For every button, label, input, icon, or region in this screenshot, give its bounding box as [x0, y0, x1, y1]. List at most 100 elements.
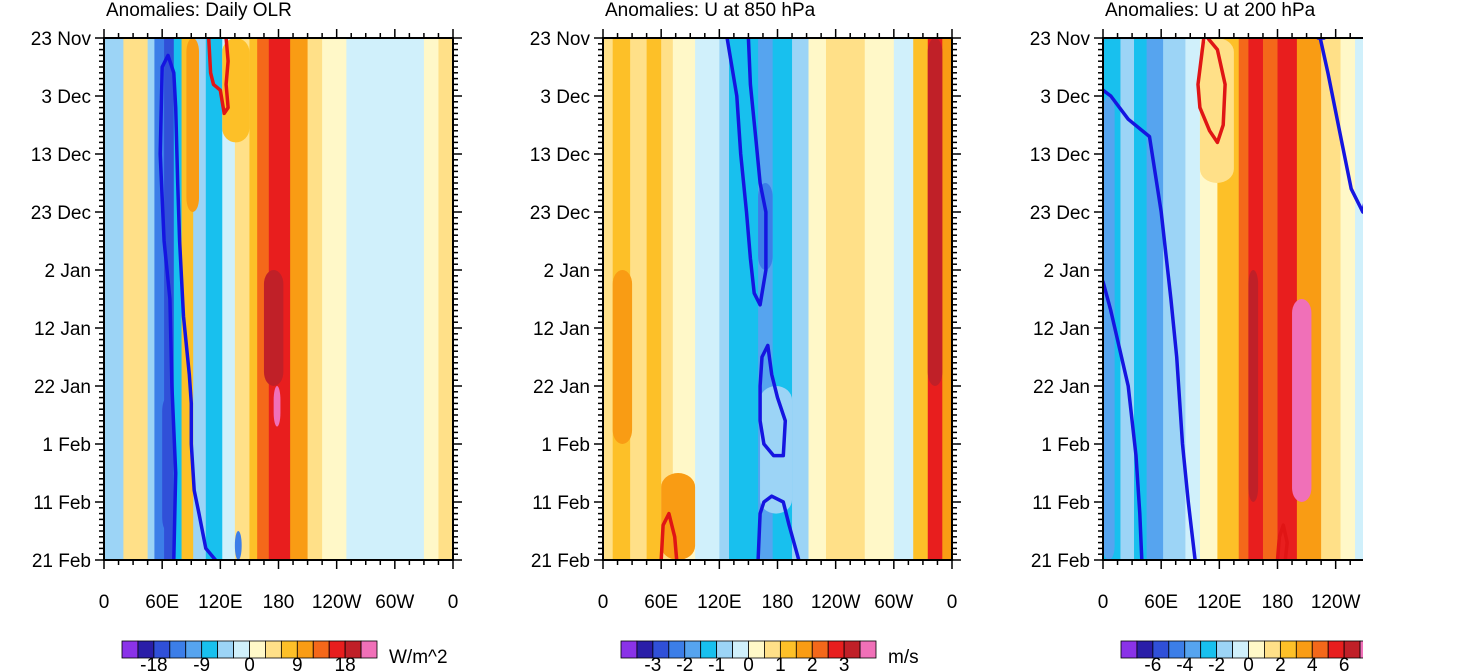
x-tick-label: 0 — [1098, 592, 1109, 613]
x-tick-label: 0 — [99, 592, 110, 613]
x-tick-label: 0 — [947, 592, 958, 613]
x-tick-label: 60E — [1144, 592, 1178, 613]
anomaly-band — [290, 38, 309, 560]
anomaly-cell — [186, 38, 200, 212]
anomaly-band — [104, 38, 124, 560]
anomaly-band — [1238, 38, 1249, 560]
colorbar-swatch — [1120, 640, 1138, 659]
anomaly-cell — [1248, 270, 1259, 502]
y-tick-label: 2 Jan — [1044, 261, 1090, 282]
positive-contour — [1275, 523, 1289, 560]
anomaly-band — [1340, 38, 1356, 560]
y-tick-label: 12 Jan — [1033, 319, 1090, 340]
anomaly-band — [375, 38, 425, 560]
colorbar-label: -4 — [1176, 655, 1193, 672]
y-tick-label: 3 Dec — [1040, 87, 1090, 108]
colorbar-label: 2 — [807, 655, 818, 672]
y-tick-label: 23 Nov — [530, 29, 591, 50]
anomaly-band — [603, 38, 614, 560]
y-tick-label: 11 Feb — [1032, 493, 1090, 514]
colorbar-label: 0 — [743, 655, 754, 672]
colorbar-swatch — [121, 640, 139, 659]
olr-hovmoller-chart: 23 Nov 3 Dec 13 Dec 23 Dec 2 Jan 12 Jan 22 Jan… — [31, 29, 462, 672]
anomaly-band — [1262, 38, 1278, 560]
x-tick-label: 60W — [874, 592, 913, 613]
anomaly-cell — [927, 38, 943, 386]
anomaly-band — [719, 38, 730, 560]
colorbar-label: -6 — [1144, 655, 1161, 672]
anomaly-band — [825, 38, 866, 560]
x-tick-label: 180 — [1262, 592, 1294, 613]
colorbar-swatch — [312, 640, 330, 659]
colorbar — [121, 640, 378, 659]
anomaly-cell — [612, 270, 633, 444]
y-tick-label: 1 Feb — [1041, 435, 1090, 456]
x-tick-label: 120W — [312, 592, 362, 613]
anomaly-band — [346, 38, 376, 560]
anomaly-band — [173, 38, 183, 560]
x-tick-label: 180 — [263, 592, 295, 613]
anomaly-band — [322, 38, 347, 560]
u200-hovmoller-chart: 23 Nov 3 Dec 13 Dec 23 Dec 2 Jan 12 Jan 22 Jan… — [1030, 29, 1363, 672]
colorbar-label: 4 — [1307, 655, 1318, 672]
x-tick-label: 60E — [145, 592, 179, 613]
x-tick-label: 60W — [375, 592, 414, 613]
y-tick-label: 12 Jan — [34, 319, 91, 340]
anomaly-band — [630, 38, 648, 560]
anomaly-band — [438, 38, 454, 560]
y-tick-label: 13 Dec — [31, 145, 91, 166]
colorbar-label: 18 — [335, 655, 356, 672]
u850-title: Anomalies: U at 850 hPa — [605, 0, 816, 21]
x-tick-label: 120E — [697, 592, 741, 613]
y-tick-label: 11 Feb — [33, 493, 91, 514]
colorbar-swatch — [265, 640, 282, 659]
shaded-field — [603, 38, 953, 560]
anomaly-band — [661, 38, 674, 560]
anomaly-band — [249, 38, 258, 560]
y-tick-label: 2 Jan — [45, 261, 91, 282]
tick-marks — [1094, 29, 1351, 569]
x-tick-label: 120W — [811, 592, 861, 613]
y-tick-label: 1 Feb — [42, 435, 91, 456]
anomaly-band — [646, 38, 662, 560]
colorbar-swatch — [1359, 640, 1363, 659]
x-tick-label: 120E — [1197, 592, 1241, 613]
x-tick-label: 60E — [644, 592, 678, 613]
colorbar-label: -9 — [193, 655, 210, 672]
colorbar-label: 6 — [1339, 655, 1350, 672]
anomaly-band — [154, 38, 165, 560]
anomaly-band — [222, 38, 236, 560]
y-tick-label: 21 Feb — [531, 551, 590, 572]
x-tick-label: 180 — [762, 592, 794, 613]
y-tick-label: 23 Dec — [530, 203, 590, 224]
anomaly-band — [307, 38, 323, 560]
anomaly-band — [792, 38, 810, 560]
y-tick-label: 13 Dec — [530, 145, 590, 166]
contour-group — [659, 38, 801, 560]
y-tick-label: 23 Dec — [31, 203, 91, 224]
anomaly-band — [1321, 38, 1342, 560]
anomaly-band — [913, 38, 929, 560]
anomaly-band — [123, 38, 149, 560]
y-tick-label: 21 Feb — [32, 551, 91, 572]
anomaly-band — [1163, 38, 1186, 560]
x-tick-label: 0 — [448, 592, 459, 613]
anomaly-band — [893, 38, 914, 560]
anomaly-cell — [1292, 299, 1312, 502]
y-tick-label: 13 Dec — [1030, 145, 1090, 166]
y-tick-label: 21 Feb — [1031, 551, 1090, 572]
anomaly-band — [423, 38, 439, 560]
anomaly-band — [1120, 38, 1135, 560]
colorbar-label: 2 — [1275, 655, 1286, 672]
anomaly-cell — [1199, 38, 1234, 183]
colorbar-swatch — [169, 640, 187, 659]
colorbar-label: 3 — [839, 655, 850, 672]
colorbar-label: 0 — [1243, 655, 1254, 672]
x-tick-label: 120W — [1311, 592, 1361, 613]
shaded-field — [104, 38, 454, 560]
anomaly-band — [1146, 38, 1164, 560]
colorbar-label: -2 — [676, 655, 693, 672]
colorbar-label: -3 — [644, 655, 661, 672]
y-tick-label: 2 Jan — [544, 261, 590, 282]
positive-contour — [1196, 38, 1227, 145]
